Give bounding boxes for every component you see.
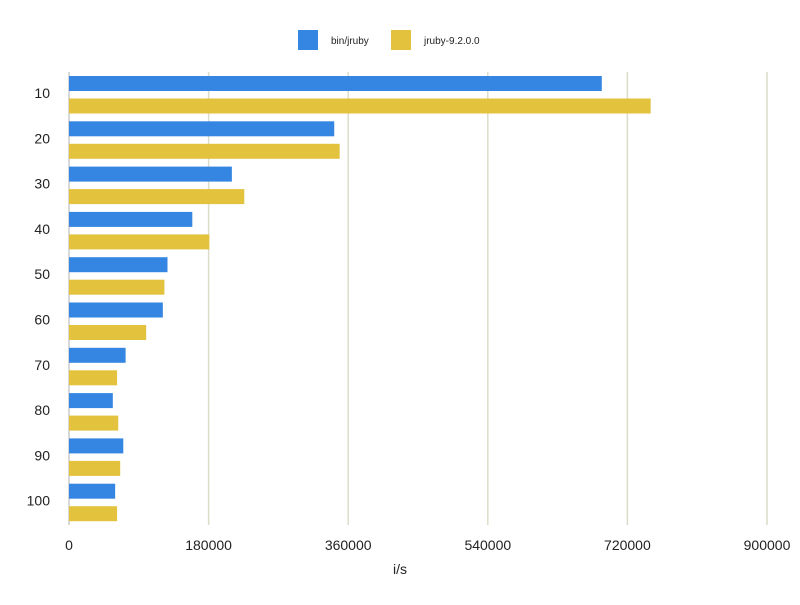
legend-swatch (391, 30, 411, 50)
x-tick-label: 180000 (185, 537, 232, 553)
x-tick-label: 0 (65, 537, 73, 553)
category-label: 70 (34, 357, 50, 373)
x-tick-label: 540000 (464, 537, 511, 553)
category-label: 40 (34, 221, 50, 237)
bar-bin-jruby-50 (69, 257, 168, 273)
x-tick-labels: 0 180000 360000 540000 720000 900000 (65, 537, 790, 553)
legend-label: bin/jruby (331, 36, 369, 47)
bar-bin-jruby-90 (69, 438, 124, 454)
category-label: 10 (34, 85, 50, 101)
bar-jruby-9-2-0-0-40 (69, 234, 210, 250)
x-axis-label: i/s (393, 561, 407, 577)
bar-jruby-9-2-0-0-80 (69, 415, 119, 431)
legend: bin/jruby jruby-9.2.0.0 (298, 30, 480, 50)
bar-jruby-9-2-0-0-20 (69, 143, 340, 159)
category-labels: 10 20 30 40 50 60 70 80 90 100 (27, 85, 51, 509)
category-label: 90 (34, 447, 50, 463)
bar-jruby-9-2-0-0-50 (69, 279, 165, 295)
category-label: 50 (34, 266, 50, 282)
bar-jruby-9-2-0-0-60 (69, 325, 147, 340)
bars (69, 76, 651, 522)
x-tick-label: 360000 (325, 537, 372, 553)
x-tick-label: 720000 (604, 537, 651, 553)
category-label: 30 (34, 176, 50, 192)
bar-jruby-9-2-0-0-70 (69, 370, 118, 386)
x-tick-label: 900000 (744, 537, 791, 553)
bar-jruby-9-2-0-0-90 (69, 460, 121, 476)
category-label: 20 (34, 130, 50, 146)
gridlines (68, 72, 768, 525)
bar-bin-jruby-60 (69, 302, 163, 318)
bar-jruby-9-2-0-0-30 (69, 189, 245, 205)
category-label: 80 (34, 402, 50, 418)
legend-label: jruby-9.2.0.0 (423, 36, 480, 47)
bar-bin-jruby-100 (69, 483, 116, 499)
bar-bin-jruby-10 (69, 76, 602, 91)
bar-bin-jruby-30 (69, 166, 232, 182)
bar-bin-jruby-70 (69, 347, 126, 363)
bar-jruby-9-2-0-0-100 (69, 506, 118, 522)
category-label: 60 (34, 312, 50, 328)
bar-bin-jruby-80 (69, 393, 113, 409)
legend-swatch (298, 30, 318, 50)
bar-bin-jruby-40 (69, 211, 193, 227)
bar-bin-jruby-20 (69, 121, 335, 137)
bar-jruby-9-2-0-0-10 (69, 98, 651, 114)
category-label: 100 (27, 493, 51, 509)
